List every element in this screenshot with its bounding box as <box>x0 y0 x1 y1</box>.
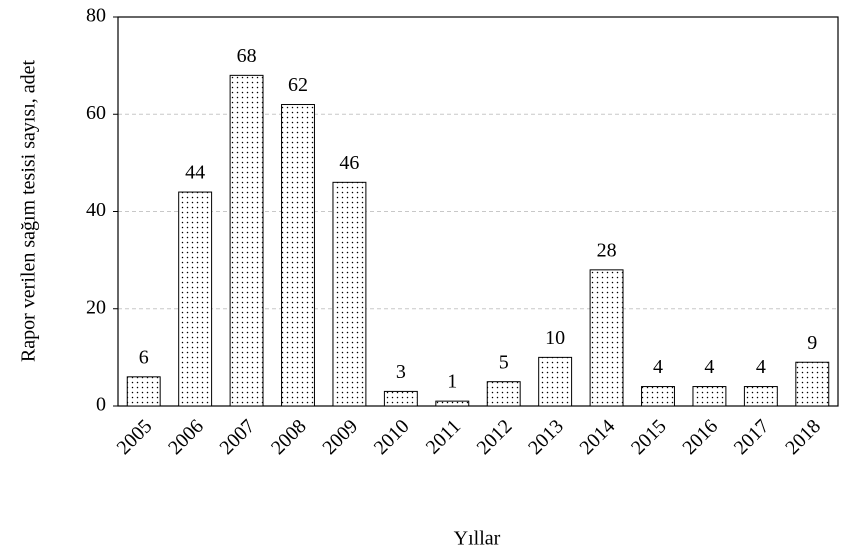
bar <box>795 361 830 407</box>
y-axis-label: Rapor verilen sağım tesisi sayısı, adet <box>18 59 40 362</box>
bar <box>486 381 521 407</box>
bar <box>126 376 161 407</box>
data-label: 4 <box>756 356 766 378</box>
data-label: 68 <box>237 45 257 67</box>
bar <box>743 386 778 407</box>
x-axis-label: Yıllar <box>454 528 501 550</box>
bar <box>281 104 315 407</box>
bar <box>178 191 213 407</box>
x-tick-label: 2008 <box>267 415 311 459</box>
y-tick-label: 0 <box>96 394 106 416</box>
y-tick-label: 20 <box>86 296 106 318</box>
y-tick-label: 60 <box>86 102 106 124</box>
bar <box>641 386 675 407</box>
x-tick-label: 2007 <box>216 415 260 459</box>
plot-frame <box>117 16 839 407</box>
data-label: 28 <box>597 239 617 261</box>
x-tick-label: 2009 <box>318 415 362 459</box>
bar <box>435 400 470 407</box>
data-label: 5 <box>499 351 509 373</box>
x-tick-label: 2006 <box>164 415 208 459</box>
data-label: 10 <box>545 327 565 349</box>
y-tick-label: 80 <box>86 5 106 27</box>
bar <box>383 390 418 407</box>
x-tick-label: 2016 <box>678 415 722 459</box>
x-tick-label: 2017 <box>730 415 774 459</box>
data-label: 3 <box>396 361 406 383</box>
data-label: 62 <box>288 74 308 96</box>
data-label: 6 <box>139 346 149 368</box>
x-tick-label: 2012 <box>473 415 517 459</box>
x-tick-label: 2011 <box>422 415 465 458</box>
bar <box>538 356 573 407</box>
data-label: 9 <box>807 332 817 354</box>
bar <box>589 269 624 407</box>
x-tick-label: 2005 <box>113 415 157 459</box>
data-label: 46 <box>339 152 359 174</box>
data-label: 4 <box>653 356 663 378</box>
x-tick-label: 2014 <box>576 415 620 459</box>
bar <box>332 181 367 407</box>
y-tick-label: 40 <box>86 199 106 221</box>
data-label: 44 <box>185 162 205 184</box>
x-tick-label: 2015 <box>627 415 671 459</box>
data-label: 4 <box>704 356 714 378</box>
x-tick-label: 2018 <box>781 415 825 459</box>
bar <box>692 386 727 407</box>
x-tick-label: 2013 <box>524 415 568 459</box>
x-tick-label: 2010 <box>370 415 414 459</box>
data-label: 1 <box>447 371 457 393</box>
bar <box>229 74 264 407</box>
